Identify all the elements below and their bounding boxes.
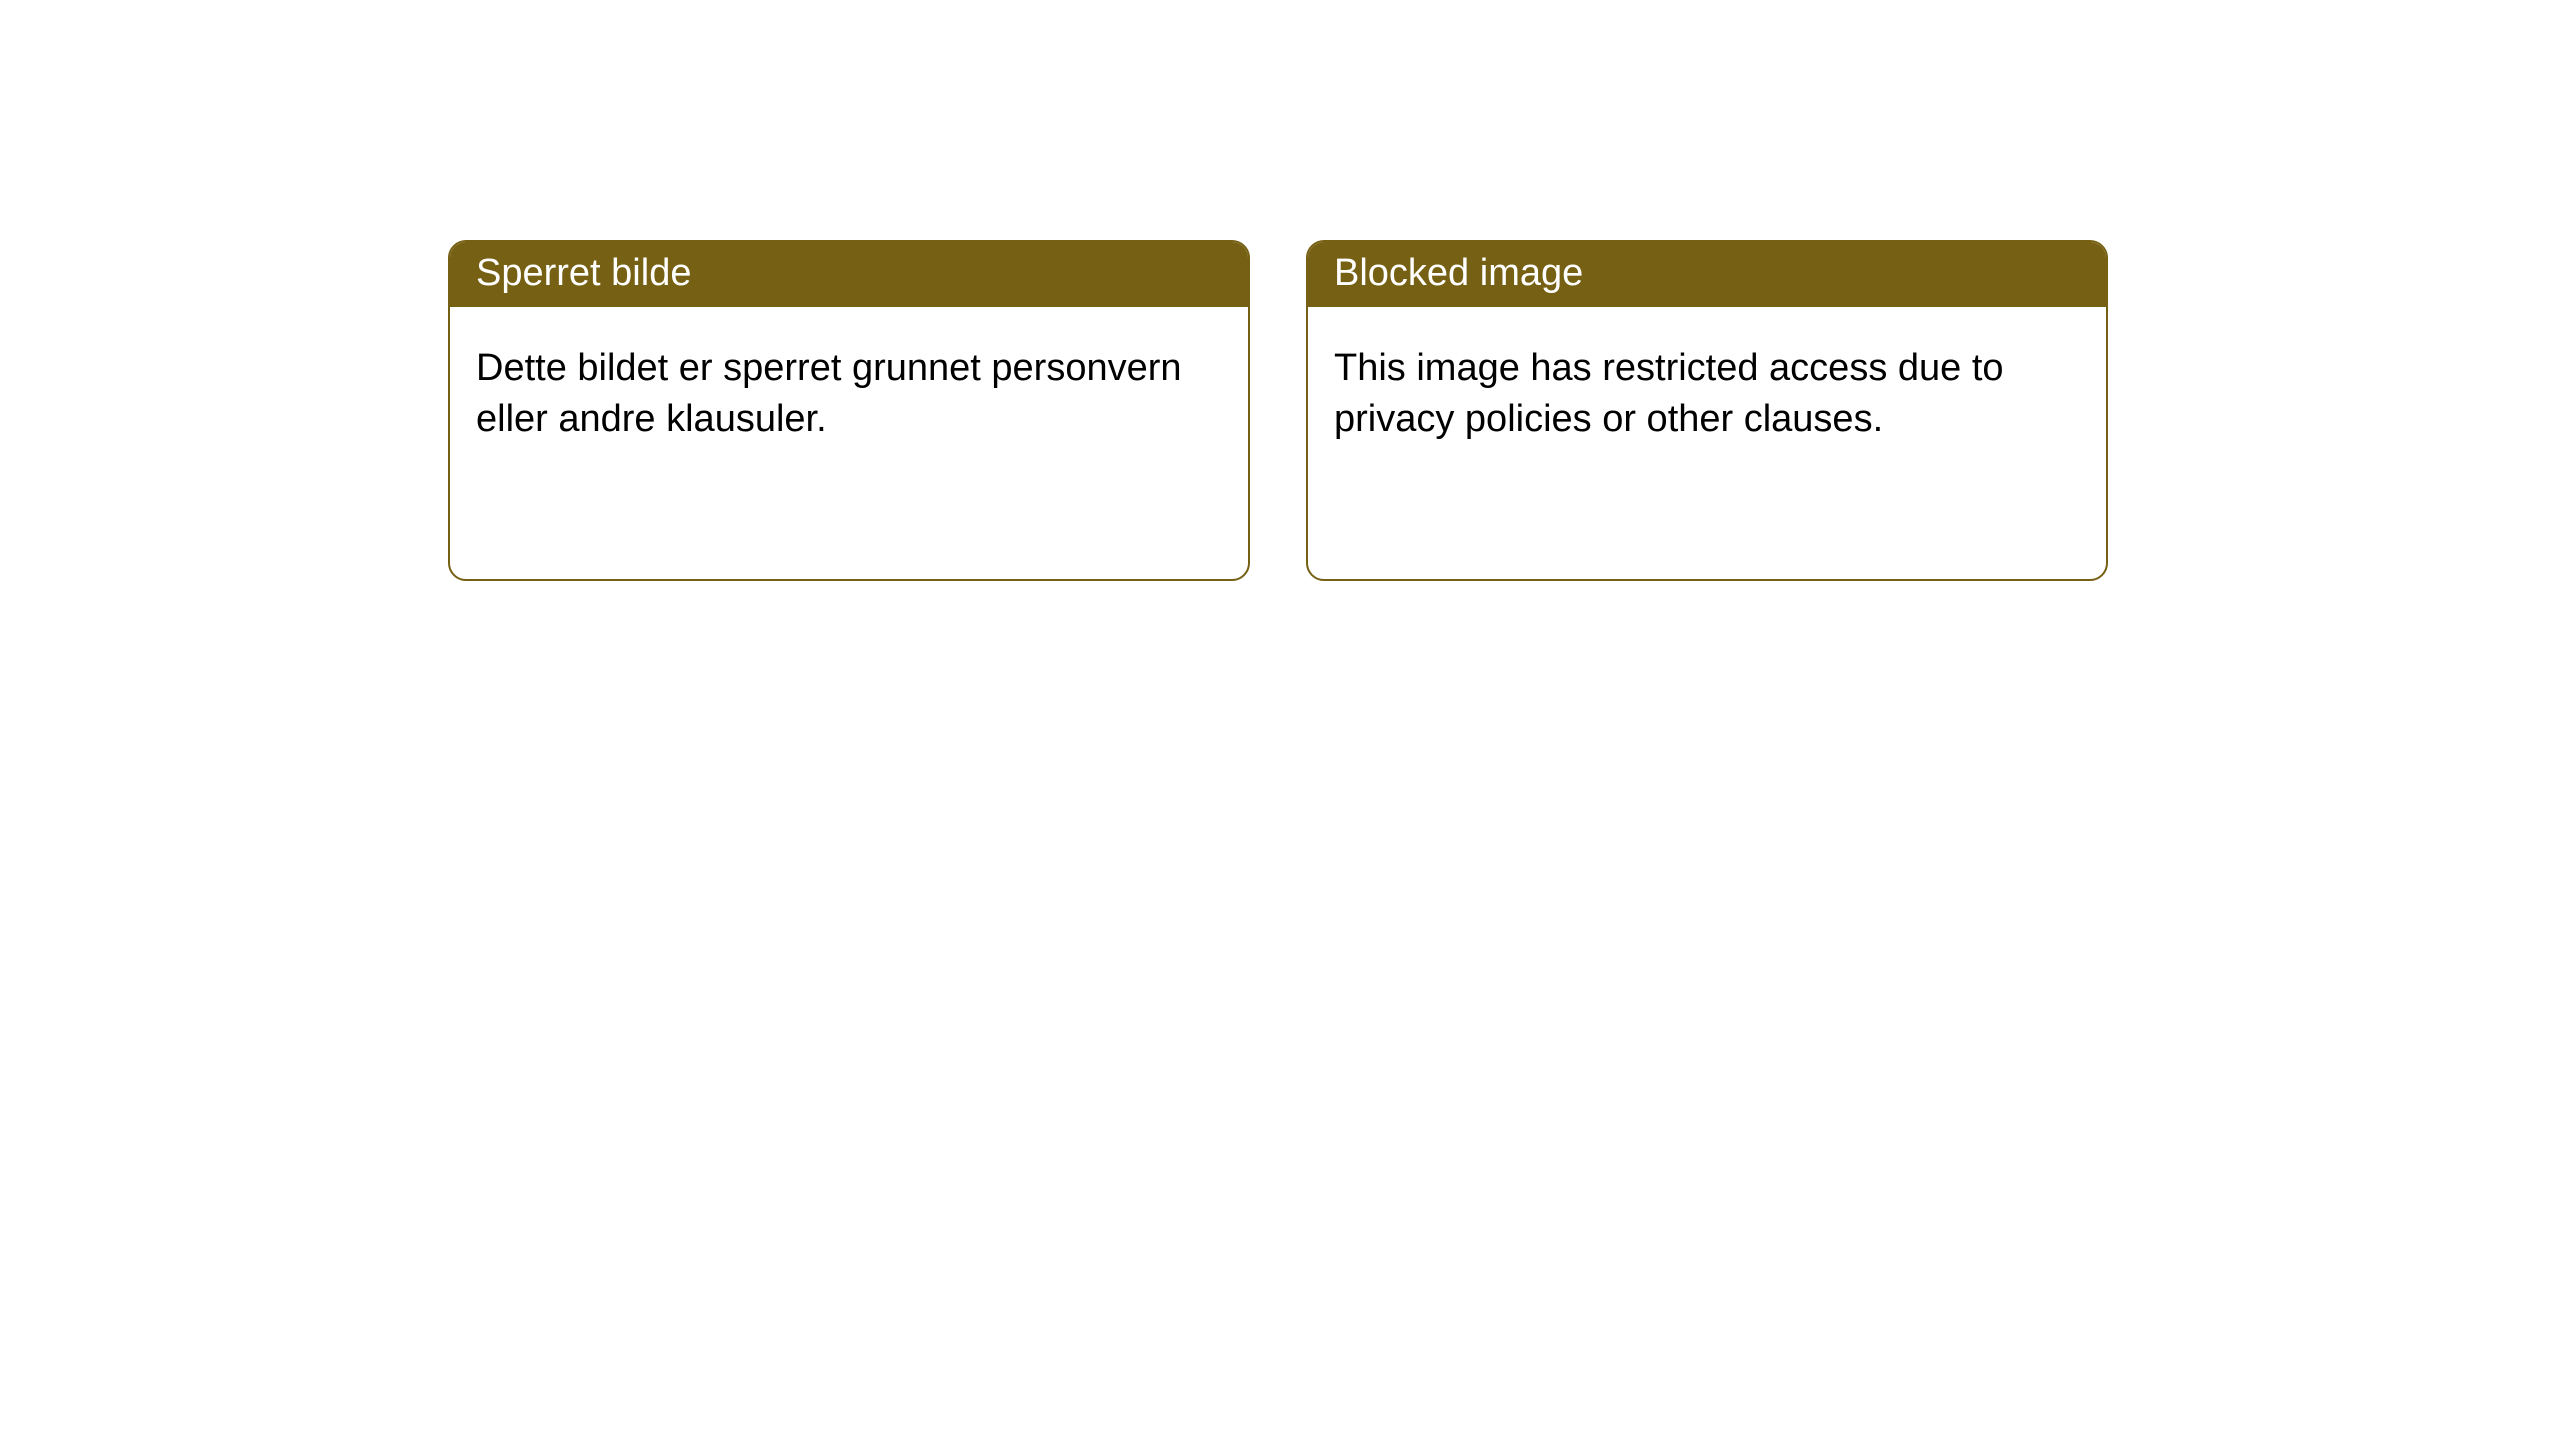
- card-body-text-english: This image has restricted access due to …: [1334, 347, 2004, 440]
- card-title-norwegian: Sperret bilde: [476, 252, 691, 294]
- blocked-image-card-english: Blocked image This image has restricted …: [1306, 240, 2108, 581]
- card-header-norwegian: Sperret bilde: [450, 242, 1248, 307]
- card-title-english: Blocked image: [1334, 252, 1583, 294]
- card-header-english: Blocked image: [1308, 242, 2106, 307]
- blocked-image-card-norwegian: Sperret bilde Dette bildet er sperret gr…: [448, 240, 1250, 581]
- card-body-english: This image has restricted access due to …: [1308, 307, 2106, 579]
- notice-container: Sperret bilde Dette bildet er sperret gr…: [0, 0, 2560, 581]
- card-body-text-norwegian: Dette bildet er sperret grunnet personve…: [476, 347, 1182, 440]
- card-body-norwegian: Dette bildet er sperret grunnet personve…: [450, 307, 1248, 579]
